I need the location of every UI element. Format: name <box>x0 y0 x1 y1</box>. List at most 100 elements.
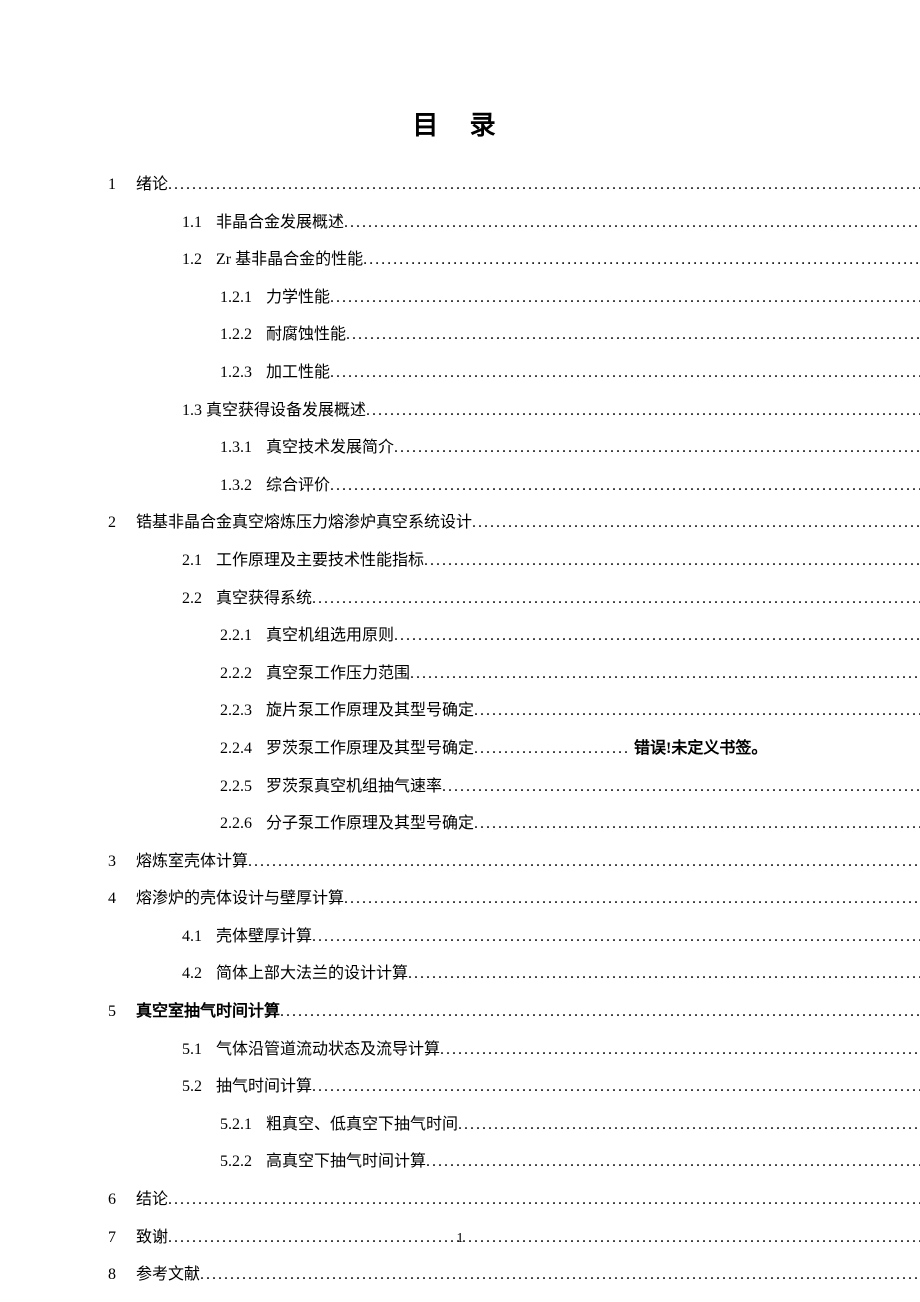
entry-label: 真空获得设备发展概述 <box>206 392 366 430</box>
toc-entry: 6结论42 <box>108 1181 812 1219</box>
leader-dots <box>330 354 920 392</box>
chapter-number: 4 <box>108 880 136 918</box>
leader-dots <box>472 504 920 542</box>
leader-dots <box>410 655 920 693</box>
section-number: 1.3 <box>182 392 202 430</box>
toc-entry: 5.2.2高真空下抽气时间计算40 <box>108 1143 812 1181</box>
section-number: 4.2 <box>182 955 202 993</box>
entry-label: 罗茨泵工作原理及其型号确定 <box>266 730 474 768</box>
entry-label: 加工性能 <box>266 354 330 392</box>
entry-label: 真空机组选用原则 <box>266 617 394 655</box>
toc-entry: 8参考文献44 <box>108 1256 812 1294</box>
toc-entry: 4.1壳体壁厚计算29 <box>108 918 812 956</box>
chapter-number: 6 <box>108 1181 136 1219</box>
chapter-number: 5 <box>108 993 136 1031</box>
leader-dots <box>394 429 920 467</box>
section-number: 1.2 <box>182 241 202 279</box>
leader-dots <box>458 1106 920 1144</box>
entry-label: 真空室抽气时间计算 <box>136 993 280 1031</box>
chapter-number: 1 <box>108 166 136 204</box>
toc-entry: 1.3真空获得设备发展概述4 <box>108 392 812 430</box>
entry-label: 罗茨泵真空机组抽气速率 <box>266 768 442 806</box>
leader-dots <box>346 316 920 354</box>
toc-entry: 2.2.4 罗茨泵工作原理及其型号确定 错误!未定义书签。 <box>108 730 812 768</box>
entry-label: 熔渗炉的壳体设计与壁厚计算 <box>136 880 344 918</box>
entry-label: 真空技术发展简介 <box>266 429 394 467</box>
section-number: 1.3.1 <box>220 429 252 467</box>
toc-entry: 1.3.1真空技术发展简介4 <box>108 429 812 467</box>
toc-entry: 2.2.5罗茨泵真空机组抽气速率22 <box>108 768 812 806</box>
chapter-number: 3 <box>108 843 136 881</box>
toc-entry: 2.2真空获得系统7 <box>108 580 812 618</box>
leader-dots <box>440 1031 920 1069</box>
section-number: 2.2.6 <box>220 805 252 843</box>
leader-dots <box>168 166 920 204</box>
section-number: 5.2.2 <box>220 1143 252 1181</box>
entry-label: 工作原理及主要技术性能指标 <box>216 542 424 580</box>
entry-label: 抽气时间计算 <box>216 1068 312 1106</box>
entry-label: 气体沿管道流动状态及流导计算 <box>216 1031 440 1069</box>
toc-entry: 1.2Zr 基非晶合金的性能2 <box>108 241 812 279</box>
page-number: 1 <box>0 1231 920 1247</box>
section-number: 2.2.1 <box>220 617 252 655</box>
toc-entry: 1.2.1力学性能2 <box>108 279 812 317</box>
toc-entry: 2.2.2真空泵工作压力范围8 <box>108 655 812 693</box>
error-page-ref: 错误!未定义书签。 <box>634 730 767 768</box>
leader-dots <box>200 1256 920 1294</box>
entry-label: 综合评价 <box>266 467 330 505</box>
toc-entry: 5.2.1粗真空、低真空下抽气时间38 <box>108 1106 812 1144</box>
leader-dots <box>280 993 920 1031</box>
leader-dots <box>408 955 920 993</box>
entry-label: 壳体壁厚计算 <box>216 918 312 956</box>
section-number: 2.1 <box>182 542 202 580</box>
toc-entry: 1.2.3加工性能4 <box>108 354 812 392</box>
toc-entry: 2.2.6分子泵工作原理及其型号确定23 <box>108 805 812 843</box>
section-number: 2.2.5 <box>220 768 252 806</box>
toc-title: 目 录 <box>108 105 812 142</box>
toc-entry: 5真空室抽气时间计算33 <box>108 993 812 1031</box>
entry-label: 熔炼室壳体计算 <box>136 843 248 881</box>
section-number: 2.2.4 <box>220 730 252 768</box>
section-number: 1.2.3 <box>220 354 252 392</box>
leader-dots <box>312 1068 920 1106</box>
entry-label: 真空获得系统 <box>216 580 312 618</box>
leader-dots <box>474 730 634 768</box>
entry-label: 高真空下抽气时间计算 <box>266 1143 426 1181</box>
entry-label: 真空泵工作压力范围 <box>266 655 410 693</box>
entry-label: 锆基非晶合金真空熔炼压力熔渗炉真空系统设计 <box>136 504 472 542</box>
entry-label: 简体上部大法兰的设计计算 <box>216 955 408 993</box>
toc-entry: 5.2抽气时间计算38 <box>108 1068 812 1106</box>
toc-entry: 2.2.1真空机组选用原则7 <box>108 617 812 655</box>
entry-label: 力学性能 <box>266 279 330 317</box>
toc-entry: 1.2.2耐腐蚀性能4 <box>108 316 812 354</box>
section-number: 2.2 <box>182 580 202 618</box>
chapter-number: 8 <box>108 1256 136 1294</box>
section-number: 5.2 <box>182 1068 202 1106</box>
section-number: 1.2.2 <box>220 316 252 354</box>
section-number: 1.1 <box>182 204 202 242</box>
toc-entry: 4.2简体上部大法兰的设计计算33 <box>108 955 812 993</box>
section-number: 4.1 <box>182 918 202 956</box>
leader-dots <box>248 843 920 881</box>
section-number: 5.2.1 <box>220 1106 252 1144</box>
section-number: 1.2.1 <box>220 279 252 317</box>
toc-entry: 2锆基非晶合金真空熔炼压力熔渗炉真空系统设计6 <box>108 504 812 542</box>
entry-label: 参考文献 <box>136 1256 200 1294</box>
toc-entry: 4熔渗炉的壳体设计与壁厚计算29 <box>108 880 812 918</box>
entry-label: Zr 基非晶合金的性能 <box>216 241 363 279</box>
toc-container: 1绪论11.1非晶合金发展概述11.2Zr 基非晶合金的性能21.2.1力学性能… <box>108 166 812 1294</box>
toc-entry: 2.2.3旋片泵工作原理及其型号确定10 <box>108 692 812 730</box>
leader-dots <box>424 542 920 580</box>
toc-entry: 3熔炼室壳体计算28 <box>108 843 812 881</box>
leader-dots <box>330 467 920 505</box>
leader-dots <box>330 279 920 317</box>
entry-label: 旋片泵工作原理及其型号确定 <box>266 692 474 730</box>
toc-entry: 5.1气体沿管道流动状态及流导计算33 <box>108 1031 812 1069</box>
toc-entry: 1.3.2综合评价5 <box>108 467 812 505</box>
chapter-number: 2 <box>108 504 136 542</box>
leader-dots <box>344 880 920 918</box>
leader-dots <box>344 204 920 242</box>
leader-dots <box>426 1143 920 1181</box>
entry-label: 耐腐蚀性能 <box>266 316 346 354</box>
section-number: 2.2.3 <box>220 692 252 730</box>
